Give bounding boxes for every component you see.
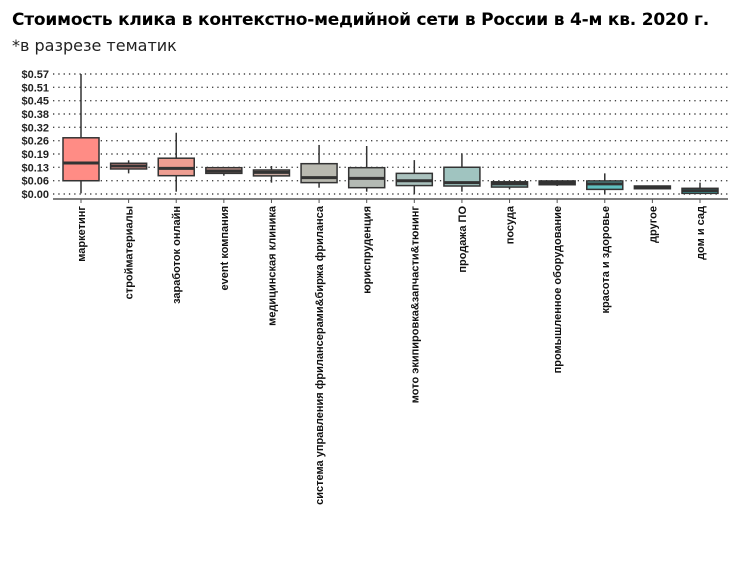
box-10 (538, 180, 576, 186)
y-tick-label: $0.26 (21, 136, 49, 148)
x-tick-label: дом и сад (695, 206, 707, 260)
box-9 (490, 181, 529, 190)
x-tick-label: юриспруденция (362, 206, 374, 294)
box-12 (633, 185, 672, 190)
x-tick-label: стройматериалы (124, 206, 136, 299)
box-0 (62, 74, 100, 194)
box-3 (205, 166, 243, 176)
x-axis: маркетинг стройматериалы заработок онлайн e… (76, 199, 707, 505)
box-13 (681, 182, 719, 195)
y-tick-label: $0.51 (21, 82, 49, 94)
y-tick-label: $0.45 (21, 96, 49, 108)
y-tick-label: $0.57 (21, 69, 49, 81)
box-iqr (300, 162, 338, 184)
box-7 (395, 160, 434, 194)
y-tick-label: $0.06 (21, 176, 49, 188)
x-tick-label: заработок онлайн (171, 206, 183, 304)
box-8 (443, 153, 481, 192)
box-5 (300, 144, 338, 188)
x-tick-label: система управления фрилансерами&биржа фр… (314, 205, 326, 505)
y-tick-label: $0.13 (21, 162, 49, 174)
chart-subtitle: *в разрезе тематик (12, 36, 177, 55)
gridlines (53, 73, 728, 195)
y-tick-label: $0.32 (21, 122, 49, 134)
box-6 (347, 146, 386, 192)
box-1 (109, 160, 148, 174)
y-axis: $0.00$0.06 $0.13$0.19$0.26 $0.32$0.38$0.45… (21, 69, 49, 201)
box-4 (252, 166, 291, 183)
x-tick-label: мото экипировка&запчасти&тюнинг (409, 206, 421, 404)
x-tick-label: event компания (219, 206, 231, 290)
x-tick-label: красота и здоровье (600, 206, 612, 314)
x-tick-label: медицинская клиника (266, 205, 278, 326)
box-2 (157, 132, 195, 192)
x-tick-label: другое (647, 206, 659, 243)
y-tick-label: $0.38 (21, 109, 49, 121)
box-11 (586, 173, 624, 194)
chart-title: Стоимость клика в контекстно-медийной се… (12, 10, 709, 30)
x-tick-label: посуда (505, 205, 517, 244)
y-tick-label: $0.00 (21, 189, 49, 201)
boxes (62, 74, 719, 195)
box-iqr (62, 137, 100, 182)
x-tick-label: продажа ПО (457, 206, 469, 273)
x-tick-label: промышленное оборудование (552, 206, 564, 373)
y-tick-label: $0.19 (21, 149, 49, 161)
x-tick-label: маркетинг (76, 206, 88, 262)
